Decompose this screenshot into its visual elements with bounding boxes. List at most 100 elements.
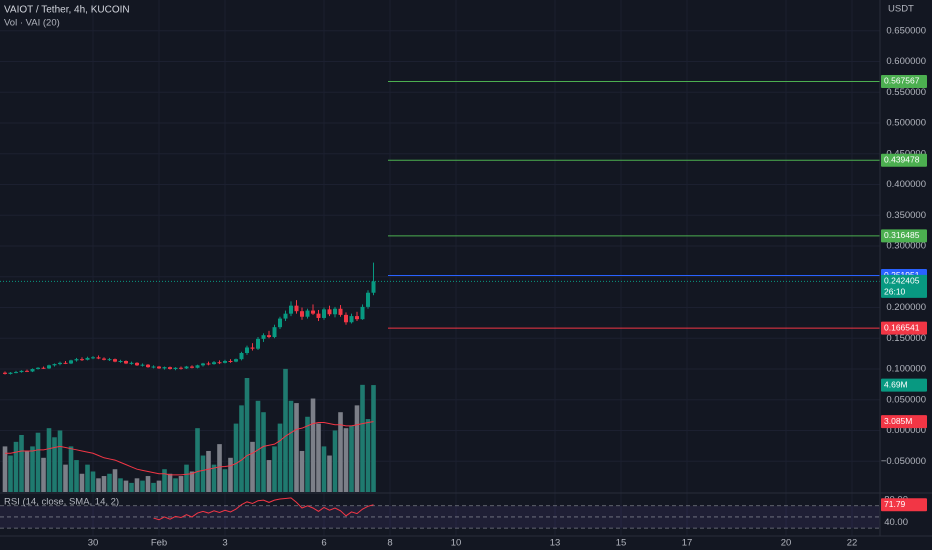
y-tick-label: 0.000000 xyxy=(886,425,926,436)
volume-bar xyxy=(96,478,101,492)
y-tick-label: −0.050000 xyxy=(881,456,926,467)
volume-bar xyxy=(349,425,354,492)
volume-bar xyxy=(360,384,365,492)
candle-body xyxy=(239,353,244,360)
rsi-value-label-box xyxy=(881,498,927,512)
candle-body xyxy=(107,359,112,361)
level-label-box xyxy=(881,229,927,243)
y-tick-label: 0.600000 xyxy=(886,56,926,67)
volume-bar xyxy=(68,446,74,492)
volume-bar xyxy=(46,428,52,492)
volume-bar xyxy=(19,435,24,492)
y-tick-label: 0.050000 xyxy=(886,394,926,405)
volume-bar xyxy=(200,455,206,492)
volume-bar xyxy=(129,482,134,492)
volume-bar xyxy=(74,460,79,492)
candle-body xyxy=(14,372,19,374)
volume-bar xyxy=(365,419,371,492)
volume-bar xyxy=(2,446,8,492)
volume-bar xyxy=(233,423,239,492)
candle-body xyxy=(168,367,173,369)
candle-body xyxy=(349,316,354,323)
volume-bar xyxy=(294,403,299,492)
candle-body xyxy=(316,313,321,318)
volume-bar xyxy=(52,437,57,492)
y-tick-label: 0.150000 xyxy=(886,333,926,344)
volume-bar xyxy=(8,455,13,492)
candle-body xyxy=(113,359,118,362)
candle-body xyxy=(283,313,288,319)
volume-bar xyxy=(79,473,85,492)
candle-body xyxy=(3,372,8,374)
volume-bar xyxy=(327,455,332,492)
level-label: 0.439478 xyxy=(884,154,920,164)
rsi-line xyxy=(153,497,374,521)
volume-bar xyxy=(206,450,211,492)
last-price-label: 0.242405 xyxy=(884,276,920,286)
volume-bar xyxy=(332,430,338,492)
candle-body xyxy=(146,364,151,368)
level-label: 0.251951 xyxy=(884,270,920,280)
candle-body xyxy=(217,362,222,364)
volume-bar xyxy=(24,450,30,492)
candle-body xyxy=(157,366,162,369)
volume-bar xyxy=(217,444,222,492)
candle-body xyxy=(338,308,343,315)
volume-bar xyxy=(156,480,162,492)
candle-body xyxy=(58,362,63,365)
x-tick-label: Feb xyxy=(151,538,167,549)
volume-bar xyxy=(184,464,189,492)
level-label: 0.316485 xyxy=(884,230,920,240)
candle-body xyxy=(179,367,184,369)
volume-bar xyxy=(288,400,294,492)
volume-ma-label-box xyxy=(881,415,927,429)
candle-body xyxy=(124,361,129,364)
level-label-box xyxy=(881,74,927,88)
candle-body xyxy=(311,310,316,314)
candle-body xyxy=(30,369,35,372)
volume-bar xyxy=(57,430,63,492)
candle-body xyxy=(184,366,189,369)
volume-bar xyxy=(354,405,360,492)
y-tick-label: 0.100000 xyxy=(886,364,926,375)
candle-body xyxy=(261,335,266,339)
volume-bar xyxy=(255,400,261,492)
volume-bar xyxy=(41,457,46,492)
axis-labels: 0.6500000.6000000.5500000.5000000.450000… xyxy=(88,25,927,549)
candle-body xyxy=(47,365,52,369)
volume-bar xyxy=(343,428,349,492)
candle-body xyxy=(212,362,217,365)
y-tick-label: 0.650000 xyxy=(886,25,926,36)
x-tick-label: 30 xyxy=(88,538,99,549)
volume-bar xyxy=(35,432,41,492)
volume-bar xyxy=(371,385,376,492)
candle-body xyxy=(91,357,96,359)
level-label: 0.166541 xyxy=(884,322,920,332)
candle-body xyxy=(173,367,178,369)
volume-bar xyxy=(167,473,173,492)
candle-body xyxy=(41,367,46,369)
candle-body xyxy=(195,365,200,368)
rsi-band xyxy=(0,505,880,529)
volume-bar xyxy=(250,441,255,492)
candle-body xyxy=(289,305,294,314)
candle-body xyxy=(256,338,261,349)
candle-body xyxy=(25,370,30,372)
volume-bar xyxy=(112,469,118,492)
volume-bar xyxy=(195,428,200,492)
candle-body xyxy=(234,359,239,362)
chart-title: VAIOT / Tether, 4h, KUCOIN xyxy=(4,5,130,16)
volume-bar xyxy=(222,469,228,492)
countdown: 26:10 xyxy=(884,287,906,297)
candle-body xyxy=(151,366,156,368)
rsi-tick-label: 40.00 xyxy=(884,517,908,528)
volume-bar xyxy=(310,398,316,492)
volume-bar xyxy=(173,478,178,492)
y-tick-label: 0.400000 xyxy=(886,179,926,190)
volume-bar xyxy=(244,378,250,492)
candle-body xyxy=(327,309,332,315)
volume-bar xyxy=(145,476,151,492)
candle-body xyxy=(80,359,85,361)
